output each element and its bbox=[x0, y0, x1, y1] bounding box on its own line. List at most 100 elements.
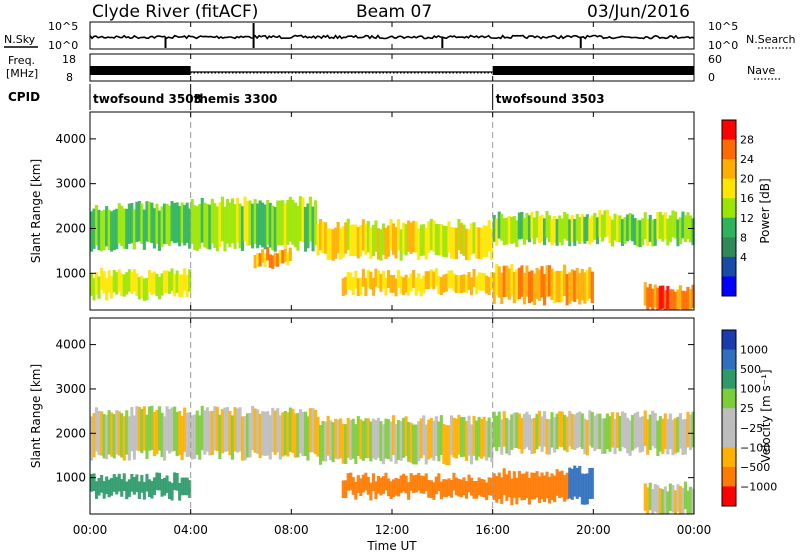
data-cell bbox=[517, 470, 521, 498]
data-cell bbox=[422, 275, 426, 294]
data-cell bbox=[188, 269, 192, 292]
data-cell bbox=[389, 274, 393, 293]
data-cell bbox=[573, 270, 577, 302]
data-cell bbox=[550, 268, 554, 300]
data-cell bbox=[417, 273, 421, 292]
data-cell bbox=[459, 417, 463, 457]
data-cell bbox=[266, 247, 270, 261]
data-cell bbox=[588, 468, 592, 499]
colorbar-tick-label: 25 bbox=[740, 402, 754, 415]
data-cell bbox=[550, 473, 554, 500]
data-cell bbox=[298, 409, 302, 454]
data-cell bbox=[447, 478, 451, 496]
data-cell bbox=[661, 214, 665, 242]
data-cell bbox=[575, 267, 579, 300]
data-cell bbox=[668, 413, 672, 450]
data-cell bbox=[543, 411, 547, 447]
data-cell bbox=[112, 474, 116, 492]
colorbar-swatch bbox=[722, 427, 736, 448]
data-cell bbox=[600, 418, 604, 454]
data-cell bbox=[673, 418, 677, 454]
data-cell bbox=[545, 265, 549, 297]
data-cell bbox=[563, 414, 567, 451]
data-cell bbox=[371, 224, 375, 257]
data-cell bbox=[208, 204, 212, 250]
data-cell bbox=[122, 208, 126, 249]
data-cell bbox=[432, 220, 436, 252]
data-cell bbox=[402, 222, 406, 254]
data-cell bbox=[402, 473, 406, 492]
data-cell bbox=[621, 411, 625, 447]
x-tick-label: 12:00 bbox=[375, 523, 410, 537]
data-cell bbox=[175, 270, 179, 293]
data-cell bbox=[112, 414, 116, 459]
x-tick-label: 20:00 bbox=[576, 523, 611, 537]
data-cell bbox=[336, 222, 340, 254]
data-cell bbox=[485, 482, 489, 501]
colorbar-tick-label: −100 bbox=[740, 441, 770, 454]
data-cell bbox=[530, 270, 534, 302]
data-cell bbox=[480, 227, 484, 260]
data-cell bbox=[155, 409, 159, 455]
data-cell bbox=[278, 250, 282, 264]
data-cell bbox=[689, 486, 693, 514]
data-cell bbox=[147, 269, 151, 293]
data-cell bbox=[578, 465, 582, 497]
data-cell bbox=[570, 215, 574, 243]
data-cell bbox=[444, 479, 448, 498]
data-cell bbox=[120, 273, 124, 297]
data-cell bbox=[668, 483, 672, 511]
data-cell bbox=[530, 211, 534, 239]
data-cell bbox=[215, 206, 219, 252]
data-cell bbox=[651, 288, 655, 310]
data-cell bbox=[686, 490, 690, 514]
data-cell bbox=[540, 266, 544, 298]
data-cell bbox=[142, 278, 146, 301]
data-cell bbox=[482, 225, 486, 257]
data-cell bbox=[359, 277, 363, 296]
colorbar-swatch bbox=[722, 369, 736, 390]
colorbar-swatch bbox=[722, 388, 736, 409]
data-cell bbox=[555, 413, 559, 450]
data-cell bbox=[359, 478, 363, 497]
data-cell bbox=[583, 418, 587, 455]
velocity-colorbar: 1000 500 100 25 −25 −100 −500 −1000 bbox=[721, 329, 777, 507]
data-cell bbox=[472, 481, 476, 499]
data-cell bbox=[590, 271, 594, 303]
data-cell bbox=[686, 411, 690, 448]
data-cell bbox=[653, 412, 657, 449]
data-cell bbox=[500, 477, 504, 504]
data-cell bbox=[656, 212, 660, 239]
data-cell bbox=[510, 414, 514, 450]
data-cell bbox=[230, 198, 234, 244]
data-cell bbox=[515, 269, 519, 301]
data-cell bbox=[288, 407, 292, 452]
data-cell bbox=[356, 416, 360, 456]
colorbar-swatch bbox=[722, 276, 736, 297]
data-cell bbox=[442, 225, 446, 257]
data-cell bbox=[402, 417, 406, 458]
data-cell bbox=[532, 417, 536, 454]
data-cell bbox=[447, 270, 451, 289]
data-cell bbox=[472, 415, 476, 456]
data-cell bbox=[558, 471, 562, 499]
data-cell bbox=[452, 273, 456, 292]
data-cell bbox=[409, 422, 413, 463]
data-cell bbox=[190, 199, 194, 244]
data-cell bbox=[487, 220, 491, 252]
cpid-label: CPID bbox=[8, 90, 40, 104]
colorbar-tick-label: −1000 bbox=[740, 480, 777, 493]
data-cell bbox=[225, 198, 229, 244]
data-cell bbox=[510, 263, 514, 296]
data-cell bbox=[419, 224, 423, 256]
data-cell bbox=[475, 276, 479, 295]
data-cell bbox=[392, 415, 396, 456]
data-cell bbox=[273, 252, 277, 267]
data-cell bbox=[590, 215, 594, 243]
data-cell bbox=[301, 411, 305, 457]
data-cell bbox=[467, 474, 471, 493]
data-cell bbox=[137, 201, 141, 242]
data-cell bbox=[241, 206, 245, 251]
data-cell bbox=[218, 202, 222, 248]
data-cell bbox=[392, 275, 396, 293]
